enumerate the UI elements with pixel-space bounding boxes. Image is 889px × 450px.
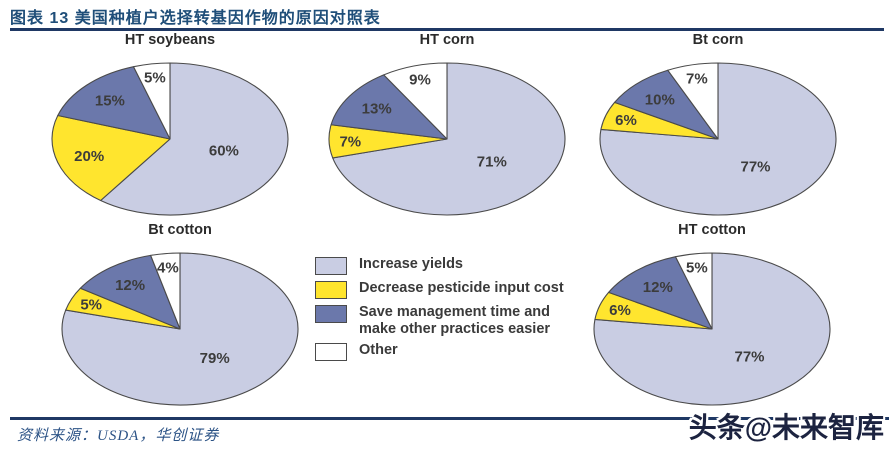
pie-title: Bt corn: [692, 32, 744, 48]
pie-slice-label: 9%: [409, 71, 431, 88]
pie-slice-label: 60%: [209, 143, 239, 160]
legend-label: Other: [359, 342, 398, 358]
pie-slice-label: 15%: [95, 93, 125, 110]
legend-label: Increase yields: [359, 256, 463, 272]
pie-block-ht-soybeans: HT soybeans 60% 20% 15% 5%: [40, 32, 300, 221]
pie-slice-label: 13%: [362, 100, 392, 117]
legend-swatch: [315, 281, 347, 299]
pie-slice-label: 5%: [686, 260, 708, 277]
pie-slice-label: 12%: [643, 279, 673, 296]
pie-title: HT soybeans: [124, 32, 216, 48]
pie-chart-bt-corn: 77% 6% 10% 7%: [599, 62, 837, 216]
pie-chart-ht-cotton: 77% 6% 12% 5%: [593, 252, 831, 406]
pie-slice-label: 6%: [615, 112, 637, 129]
pie-slice-label: 12%: [115, 277, 145, 294]
pie-title: HT corn: [419, 32, 475, 48]
header-divider-line: [10, 28, 884, 31]
pie-slice-label: 20%: [74, 148, 104, 165]
pie-slice-save_time: [608, 256, 713, 330]
pie-slice-label: 79%: [200, 350, 230, 367]
pie-slice-save_time: [330, 74, 448, 140]
pie-block-bt-corn: Bt corn 77% 6% 10% 7%: [588, 32, 848, 221]
pie-slice-save_time: [79, 254, 181, 330]
pie-block-bt-cotton: Bt cotton 79% 5% 12% 4%: [50, 222, 310, 411]
legend-swatch: [315, 305, 347, 323]
pie-block-ht-cotton: HT cotton 77% 6% 12% 5%: [582, 222, 842, 411]
legend-item: Save management time and make other prac…: [315, 304, 585, 337]
pie-slice-other: [150, 252, 181, 330]
legend-item: Increase yields: [315, 256, 585, 275]
pie-slice-other: [667, 62, 719, 140]
watermark-toutiao: 头条@未来智库: [688, 412, 884, 443]
source-note: 资料来源：USDA，华创证券: [17, 428, 220, 444]
pie-slice-save_time: [614, 69, 719, 140]
pie-chart-bt-cotton: 79% 5% 12% 4%: [61, 252, 299, 406]
pie-block-ht-corn: HT corn 71% 7% 13% 9%: [317, 32, 577, 221]
pie-slice-decrease_pesticide: [51, 114, 171, 202]
legend-swatch: [315, 257, 347, 275]
pie-slice-other: [132, 62, 171, 140]
pie-slice-label: 4%: [157, 259, 179, 276]
pie-slice-label: 5%: [144, 70, 166, 87]
pie-slice-save_time: [57, 66, 171, 140]
legend-label: Save management time and make other prac…: [359, 304, 551, 337]
pie-chart-ht-soybeans: 60% 20% 15% 5%: [51, 62, 289, 216]
pie-slice-label: 7%: [339, 133, 361, 150]
pie-slice-label: 77%: [734, 349, 764, 366]
pie-slice-other: [383, 62, 448, 140]
pie-slice-increase_yields: [100, 62, 289, 216]
legend-item: Other: [315, 342, 585, 361]
pie-slice-label: 5%: [80, 296, 102, 313]
legend-swatch: [315, 343, 347, 361]
pie-slice-other: [674, 252, 713, 330]
pie-title: HT cotton: [678, 222, 746, 238]
footer-divider-line: [10, 417, 889, 420]
legend-item: Decrease pesticide input cost: [315, 280, 585, 299]
pie-slice-label: 71%: [477, 154, 507, 171]
pie-slice-increase_yields: [332, 62, 566, 216]
pie-slice-label: 7%: [686, 70, 708, 87]
pie-slice-label: 77%: [740, 159, 770, 176]
pie-slice-label: 6%: [609, 302, 631, 319]
pie-slice-label: 10%: [645, 91, 675, 108]
legend-label: Decrease pesticide input cost: [359, 280, 564, 296]
chart-legend: Increase yields Decrease pesticide input …: [315, 256, 585, 366]
pie-title: Bt cotton: [148, 222, 212, 238]
figure-title: 图表 13 美国种植户选择转基因作物的原因对照表: [10, 10, 381, 27]
pie-chart-ht-corn: 71% 7%13% 9%: [328, 62, 566, 216]
